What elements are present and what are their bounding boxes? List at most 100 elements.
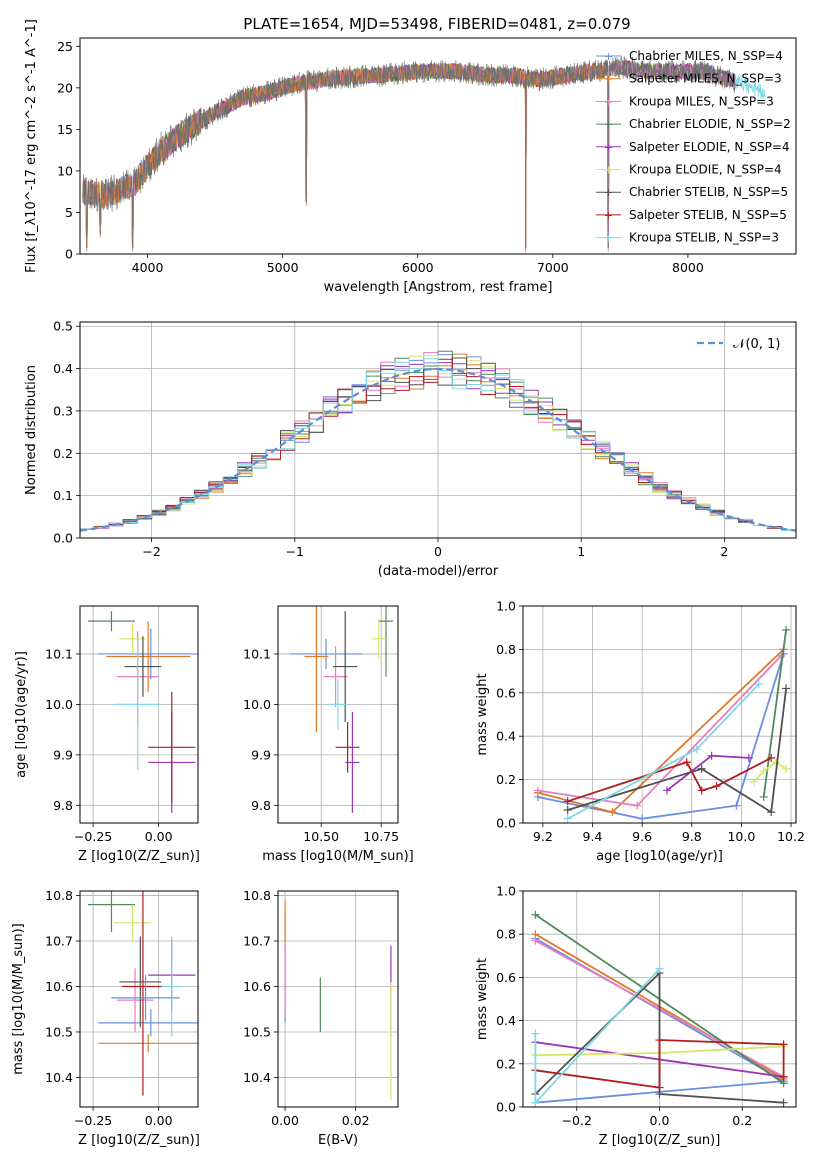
legend-marker-chabrier_stelib: + bbox=[604, 186, 613, 199]
panel-residuals: −2 −1 0 1 2 0.0 0.1 0.2 0.3 0.4 0.5 (data-model)/er… bbox=[24, 319, 797, 579]
y-tick-label: 0.4 bbox=[53, 361, 73, 376]
weight-marker bbox=[662, 786, 671, 795]
y-tick-label: 10.6 bbox=[243, 979, 271, 994]
y-axis-label: mass [log10(M/M_sun)] bbox=[11, 923, 26, 1075]
legend-marker-kroupa_miles: + bbox=[604, 95, 613, 108]
weight-marker bbox=[779, 1040, 788, 1049]
weight-marker bbox=[754, 680, 763, 689]
weight-marker bbox=[531, 1029, 540, 1038]
x-tick-label: 0.2 bbox=[732, 1113, 752, 1128]
errorbar-point bbox=[114, 638, 162, 771]
weight-marker bbox=[682, 758, 691, 767]
y-tick-label: 9.9 bbox=[251, 747, 271, 762]
weight-marker bbox=[707, 751, 716, 760]
legend-label-chabrier_stelib: Chabrier STELIB, N_SSP=5 bbox=[629, 185, 788, 199]
y-tick-label: 0.6 bbox=[496, 970, 516, 985]
x-tick-label: 10.2 bbox=[777, 829, 805, 844]
weight-marker bbox=[563, 797, 572, 806]
weight-line-kroupa_miles bbox=[537, 655, 782, 807]
x-tick-label: 9.4 bbox=[583, 829, 603, 844]
y-tick-label: 9.8 bbox=[251, 798, 271, 813]
plot-area-weight_vs_z bbox=[531, 910, 788, 1107]
x-axis-label: age [log10(age/yr)] bbox=[596, 849, 723, 864]
y-tick-label: 20 bbox=[57, 80, 73, 95]
panel-weight_vs_age: 9.2 9.4 9.6 9.8 10.0 10.2 0.0 0.2 0.4 0.6 0.8 1.0 ag… bbox=[475, 599, 805, 865]
x-tick-label: 1 bbox=[577, 544, 585, 559]
y-tick-label: 0.8 bbox=[496, 642, 516, 657]
y-tick-label: 0.3 bbox=[53, 403, 73, 418]
weight-marker bbox=[777, 651, 786, 660]
errorbar-point bbox=[114, 904, 151, 942]
errorbar-point bbox=[124, 636, 162, 697]
y-tick-label: 15 bbox=[57, 122, 73, 137]
legend-label-salpeter_elodie: Salpeter ELODIE, N_SSP=4 bbox=[629, 140, 790, 154]
errorbar-point bbox=[116, 968, 154, 1032]
x-tick-label: 10.75 bbox=[363, 829, 399, 844]
errorbar-point bbox=[98, 1009, 198, 1037]
weight-marker bbox=[782, 684, 791, 693]
weight-marker bbox=[782, 764, 791, 773]
weight-marker bbox=[712, 782, 721, 791]
x-axis-label: (data-model)/error bbox=[378, 564, 499, 579]
panel-weight_vs_z: −0.2 0.0 0.2 0.0 0.2 0.4 0.6 0.8 1.0 Z [log10(Z/Z… bbox=[475, 884, 797, 1148]
weight-line-salpeter_miles bbox=[537, 648, 785, 814]
errorbar-point bbox=[335, 722, 360, 773]
weight-marker bbox=[697, 786, 706, 795]
y-tick-label: 10.0 bbox=[243, 697, 271, 712]
y-tick-label: 10.5 bbox=[45, 1024, 73, 1039]
plot-area-mass_vs_z bbox=[87, 891, 198, 1096]
y-tick-label: 10.4 bbox=[45, 1070, 73, 1085]
y-tick-label: 10.1 bbox=[45, 646, 73, 661]
errorbar-point bbox=[333, 611, 358, 723]
plot-area-age_vs_z bbox=[87, 611, 198, 813]
errorbar-point bbox=[119, 936, 162, 1028]
legend-label-normal: 𝒩(0, 1) bbox=[733, 337, 780, 352]
y-tick-label: 10.0 bbox=[45, 697, 73, 712]
figure-title: PLATE=1654, MJD=53498, FIBERID=0481, z=0… bbox=[243, 15, 630, 33]
plot-area-mass_vs_ebv bbox=[284, 900, 392, 1101]
x-tick-label: 5000 bbox=[267, 260, 299, 275]
x-tick-label: 0.00 bbox=[271, 1113, 299, 1128]
weight-line-chabrier_miles bbox=[537, 653, 785, 820]
weight-line-chabrier_stelib bbox=[534, 970, 784, 1104]
y-tick-label: 0.2 bbox=[496, 1056, 516, 1071]
plot-area-weight_vs_age bbox=[533, 625, 791, 823]
weight-marker bbox=[697, 764, 706, 773]
normal-curve bbox=[80, 367, 796, 532]
errorbar-point bbox=[87, 611, 136, 632]
axes-frame-mass_vs_z bbox=[79, 890, 199, 1108]
weight-marker bbox=[608, 808, 617, 817]
y-axis-label: Flux [f_λ10^-17 erg cm^-2 s^-1 A^-1] bbox=[24, 19, 39, 273]
y-tick-label: 10.1 bbox=[243, 646, 271, 661]
spectrum-line-salpeter_miles bbox=[82, 62, 608, 249]
weight-marker bbox=[782, 625, 791, 634]
errorbar-point bbox=[328, 679, 348, 730]
weight-marker bbox=[633, 801, 642, 810]
weight-marker bbox=[563, 814, 572, 823]
x-tick-label: 0.0 bbox=[650, 1113, 670, 1128]
y-tick-label: 0.4 bbox=[496, 729, 516, 744]
legend-marker-salpeter_stelib: + bbox=[604, 209, 613, 222]
errorbar-point bbox=[161, 936, 183, 1037]
errorbar-point bbox=[98, 628, 198, 680]
y-tick-label: 10.4 bbox=[243, 1070, 271, 1085]
weight-line-kroupa_stelib bbox=[534, 968, 661, 1105]
y-tick-label: 0.6 bbox=[496, 685, 516, 700]
y-tick-label: 0.1 bbox=[53, 488, 73, 503]
x-tick-label: 4000 bbox=[132, 260, 164, 275]
x-tick-label: −0.25 bbox=[74, 1113, 112, 1128]
errorbar-point bbox=[323, 646, 348, 707]
legend-marker-chabrier_elodie: + bbox=[604, 118, 613, 131]
y-tick-label: 0.8 bbox=[496, 927, 516, 942]
y-tick-label: 0.0 bbox=[53, 531, 73, 546]
legend-marker-salpeter_miles: + bbox=[604, 73, 613, 86]
x-tick-label: −2 bbox=[142, 544, 160, 559]
weight-marker bbox=[732, 801, 741, 810]
weight-line-kroupa_elodie bbox=[753, 761, 787, 783]
legend-marker-kroupa_stelib: + bbox=[604, 232, 613, 245]
y-tick-label: 0.0 bbox=[496, 1100, 516, 1115]
weight-marker bbox=[692, 745, 701, 754]
y-tick-label: 0.2 bbox=[496, 772, 516, 787]
errorbar-point bbox=[378, 606, 394, 677]
